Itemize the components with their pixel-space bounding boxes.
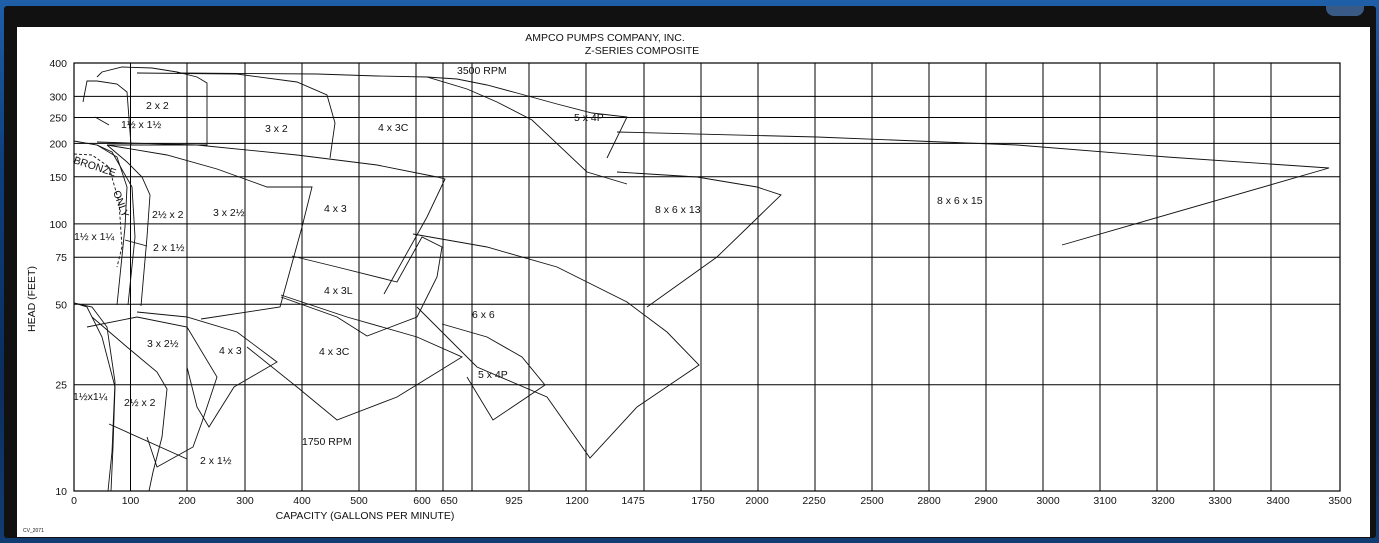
curve-15x14-3500 <box>73 140 128 306</box>
curve-3x25-3500 <box>106 144 313 320</box>
x-tick-label: 1200 <box>565 495 589 507</box>
x-axis-label: CAPACITY (GALLONS PER MINUTE) <box>276 510 455 522</box>
curve-label-1-5x1-5: 1½ x 1½ <box>121 119 162 131</box>
curve-label-2x2: 2 x 2 <box>146 100 169 112</box>
y-tick-label: 25 <box>55 380 67 392</box>
y-tick-label: 200 <box>49 138 67 150</box>
curve-label-8x6x15: 8 x 6 x 15 <box>937 195 983 207</box>
x-tick-label: 2500 <box>860 495 884 507</box>
y-axis-ticks: 10 25 50 75 100 150 200 250 300 400 <box>49 58 67 498</box>
curve-3x2 <box>136 72 336 159</box>
curve-label-5x4P-3500: 5 x 4P <box>574 112 604 124</box>
x-tick-label: 2250 <box>802 495 826 507</box>
x-tick-label: 300 <box>236 495 254 507</box>
rpm-3500-label: 3500 RPM <box>457 65 507 77</box>
curve-25x2-1750 <box>91 316 168 492</box>
curve-label-4x3L: 4 x 3L <box>324 285 353 297</box>
curve-5x4P-1750 <box>441 323 546 421</box>
x-tick-label: 600 <box>413 495 431 507</box>
curve-15x15-3500 <box>82 80 132 146</box>
plot-border <box>73 62 1341 492</box>
curve-label-2x1-5-3500: 2 x 1½ <box>153 242 185 254</box>
y-tick-label: 300 <box>49 91 67 103</box>
curve-label-1-5x1-25-3500: 1½ x 1¼ <box>74 231 115 243</box>
curve-6x6 <box>412 233 700 459</box>
x-tick-label: 1750 <box>691 495 715 507</box>
only-label: ONLY <box>110 189 131 219</box>
y-tick-label: 100 <box>49 219 67 231</box>
x-tick-label: 0 <box>71 495 77 507</box>
pump-curve-chart: AMPCO PUMPS COMPANY, INC. Z-SERIES COMPO… <box>23 32 1352 534</box>
curve-8x6x13 <box>616 171 782 308</box>
y-tick-label: 250 <box>49 113 67 125</box>
chart-title: AMPCO PUMPS COMPANY, INC. <box>525 32 684 44</box>
curve-4x3-1750 <box>136 311 278 428</box>
x-tick-label: 200 <box>178 495 196 507</box>
curve-label-2-5x2-1750: 2½ x 2 <box>124 397 156 409</box>
x-tick-label: 2900 <box>974 495 998 507</box>
chart-grid <box>73 62 1341 492</box>
x-axis-ticks: 0 100 200 300 400 500 600 650 925 1200 1475 1750 200… <box>71 495 1352 507</box>
bronze-only-boundary <box>73 153 123 268</box>
curve-8x6x15 <box>616 131 1330 246</box>
x-tick-label: 2800 <box>917 495 941 507</box>
x-tick-label: 3300 <box>1208 495 1232 507</box>
curve-label-6x6: 6 x 6 <box>472 309 495 321</box>
x-tick-label: 100 <box>122 495 140 507</box>
curve-label-5x4P-1750: 5 x 4P <box>478 369 508 381</box>
curve-label-1-5x1-25-1750: 1½x1¼ <box>73 391 108 403</box>
x-tick-label: 400 <box>293 495 311 507</box>
curve-25x2-3500 <box>106 144 151 307</box>
x-tick-label: 650 <box>440 495 458 507</box>
curve-label-4x3C-3500: 4 x 3C <box>378 122 409 134</box>
curve-label-3x2-5-3500: 3 x 2½ <box>213 207 245 219</box>
curve-label-4x3-1750: 4 x 3 <box>219 345 242 357</box>
x-tick-label: 925 <box>505 495 523 507</box>
x-tick-label: 1475 <box>621 495 645 507</box>
chart-sheet: AMPCO PUMPS COMPANY, INC. Z-SERIES COMPO… <box>17 27 1370 537</box>
corner-code: CV_2071 <box>23 528 44 534</box>
chart-subtitle: Z-SERIES COMPOSITE <box>585 45 699 57</box>
curve-label-4x3-3500: 4 x 3 <box>324 203 347 215</box>
y-tick-label: 150 <box>49 172 67 184</box>
leader-2x15-3500 <box>124 239 148 247</box>
window-corner-tab <box>1326 6 1364 16</box>
window-frame: AMPCO PUMPS COMPANY, INC. Z-SERIES COMPO… <box>4 6 1376 538</box>
curve-2x15-3500 <box>96 144 136 306</box>
x-tick-label: 2000 <box>745 495 769 507</box>
curve-4x3C-1750 <box>246 294 463 421</box>
curve-label-3x2: 3 x 2 <box>265 123 288 135</box>
pump-curves <box>73 66 1330 492</box>
curve-2x15-1750 <box>73 302 116 492</box>
x-tick-label: 3200 <box>1151 495 1175 507</box>
curve-label-2-5x2-3500: 2½ x 2 <box>152 209 184 221</box>
x-tick-label: 3000 <box>1036 495 1060 507</box>
leader-2x15-1750 <box>108 423 188 460</box>
curve-5x4P-3500 <box>426 76 628 159</box>
x-tick-label: 3500 <box>1328 495 1352 507</box>
curve-4x3C-3500 <box>176 72 628 185</box>
leader-15x15 <box>94 116 110 126</box>
y-tick-label: 10 <box>55 486 67 498</box>
curve-label-3x2-5-1750: 3 x 2½ <box>147 338 179 350</box>
curve-15x14-1750 <box>73 302 116 492</box>
curve-label-2x1-5-1750: 2 x 1½ <box>200 455 232 467</box>
x-tick-label: 500 <box>350 495 368 507</box>
curve-label-4x3C-1750: 4 x 3C <box>319 346 350 358</box>
y-tick-label: 400 <box>49 58 67 70</box>
x-tick-label: 3100 <box>1093 495 1117 507</box>
curve-label-8x6x13: 8 x 6 x 13 <box>655 204 701 216</box>
y-axis-label: HEAD (FEET) <box>26 266 38 332</box>
x-tick-label: 3400 <box>1266 495 1290 507</box>
curve-3x25-1750 <box>86 316 218 468</box>
curve-2x2 <box>96 66 208 146</box>
curve-4x3-3500 <box>96 141 446 295</box>
curve-4x3L <box>280 236 443 337</box>
y-tick-label: 50 <box>55 299 67 311</box>
bronze-label: BRONZE <box>72 154 117 179</box>
rpm-1750-label: 1750 RPM <box>302 436 352 448</box>
y-tick-label: 75 <box>55 252 67 264</box>
